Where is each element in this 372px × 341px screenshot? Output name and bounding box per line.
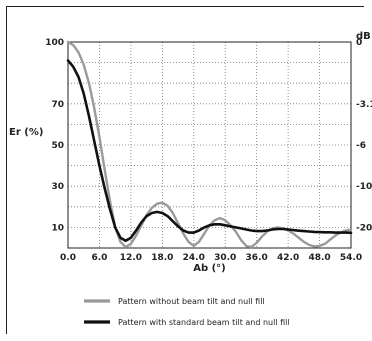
x-tick-label: 42.0 [277, 253, 299, 263]
y-tick-label: 50 [51, 141, 64, 151]
y2-tick-label: -10. [356, 182, 372, 192]
y-tick-label: 30 [51, 182, 64, 192]
x-tick-label: 54.0 [340, 253, 362, 263]
legend-label: Pattern without beam tilt and null fill [118, 297, 265, 306]
x-tick-label: 6.0 [91, 253, 107, 263]
plot-border [67, 41, 352, 249]
y2-tick-label: -3.1 [356, 100, 372, 110]
legend-label: Pattern with standard beam tilt and null… [118, 318, 290, 327]
series-line-with-tilt [66, 59, 353, 243]
x-tick-label: 18.0 [151, 253, 173, 263]
x-tick-label: 0.0 [60, 253, 76, 263]
x-tick-label: 24.0 [183, 253, 205, 263]
y-axis-label: Er (%) [9, 127, 43, 138]
y2-axis-label: dB [356, 31, 371, 42]
x-axis-label: Ab (°) [193, 263, 226, 274]
x-tick-label: 48.0 [308, 253, 330, 263]
x-tick-label: 30.0 [214, 253, 236, 263]
x-tick-label: 12.0 [120, 253, 142, 263]
y-tick-label: 10 [51, 223, 64, 233]
y2-tick-label: -20 [356, 223, 372, 233]
legend: Pattern without beam tilt and null fill P… [84, 297, 290, 327]
y-tick-label: 70 [51, 100, 64, 110]
y2-tick-label: -6 [356, 141, 366, 151]
x-tick-label: 36.0 [246, 253, 268, 263]
chart-frame [6, 6, 364, 334]
y2-tick-label: 0 [356, 38, 362, 48]
y-tick-label: 100 [45, 38, 64, 48]
